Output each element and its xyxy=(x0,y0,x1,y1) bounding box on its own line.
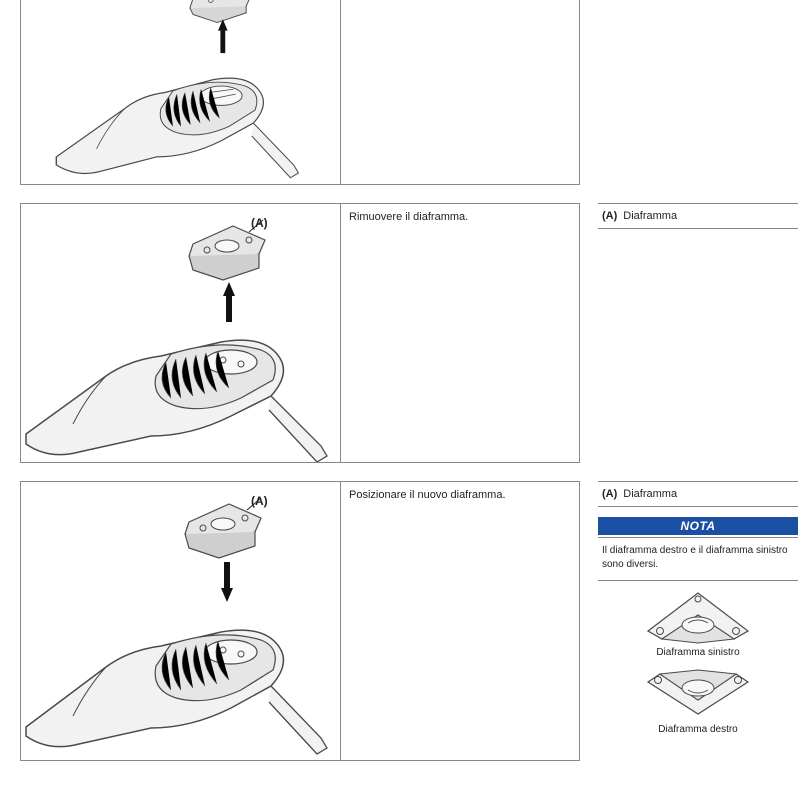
legend-ref: (A) xyxy=(602,488,617,500)
lever-illustration xyxy=(21,0,341,184)
lever-illustration xyxy=(21,204,341,462)
note-body: Il diaframma destro e il diaframma sinis… xyxy=(598,537,798,581)
step-row-2: (A) xyxy=(0,203,800,463)
main-block xyxy=(20,0,580,185)
legend: (A) Diaframma xyxy=(598,203,798,229)
instruction-text: Posizionare il nuovo diaframma. xyxy=(349,489,506,501)
side-column: (A) Diaframma xyxy=(598,203,798,463)
legend-ref: (A) xyxy=(602,210,617,222)
diaphragm-left-figure xyxy=(638,585,758,645)
instruction-cell: Posizionare il nuovo diaframma. xyxy=(341,482,579,760)
legend-text: Diaframma xyxy=(623,210,677,222)
instruction-cell: Rimuovere il diaframma. xyxy=(341,204,579,462)
callout-label: (A) xyxy=(251,216,268,230)
illustration-cell: (A) xyxy=(21,204,341,462)
callout-label: (A) xyxy=(251,494,268,508)
main-block: (A) xyxy=(20,481,580,761)
illustration-cell: (A) xyxy=(21,482,341,760)
step-row-1 xyxy=(0,0,800,185)
note-title: NOTA xyxy=(680,519,715,533)
instruction-text: Rimuovere il diaframma. xyxy=(349,211,468,223)
note-body-text: Il diaframma destro e il diaframma sinis… xyxy=(602,545,788,570)
diaphragm-right-label: Diaframma destro xyxy=(598,724,798,735)
legend: (A) Diaframma xyxy=(598,481,798,507)
diaphragm-right-figure xyxy=(638,664,758,722)
main-block: (A) xyxy=(20,203,580,463)
illustration-cell xyxy=(21,0,341,184)
legend-text: Diaframma xyxy=(623,488,677,500)
lever-illustration xyxy=(21,482,341,760)
step-row-3: (A) xyxy=(0,481,800,761)
instruction-cell xyxy=(341,0,579,184)
diaphragm-left-label: Diaframma sinistro xyxy=(598,647,798,658)
side-column xyxy=(598,0,798,185)
side-column: (A) Diaframma NOTA Il diaframma destro e… xyxy=(598,481,798,761)
note-title-bar: NOTA xyxy=(598,517,798,535)
